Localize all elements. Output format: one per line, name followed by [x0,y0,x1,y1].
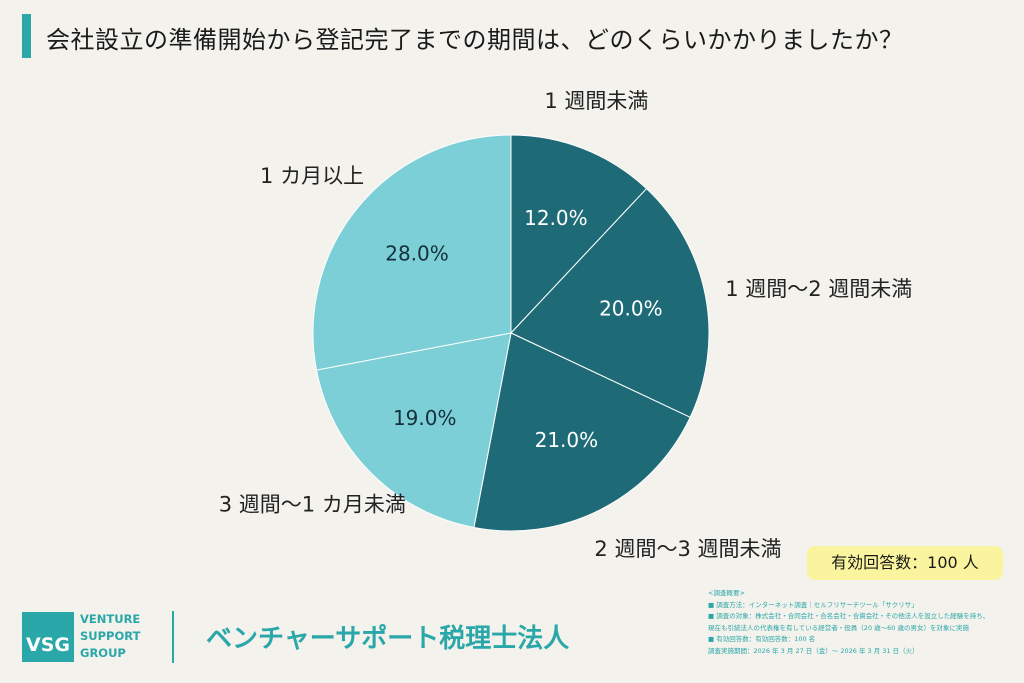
slice-category-label-over-1-month: 1 カ月以上 [260,164,364,188]
slice-value-label-under-1-week: 12.0% [524,206,588,230]
note-line: 調査実施期間：2026 年 3 月 27 日（金）〜 2026 年 3 月 31… [708,646,919,655]
slice-category-label-2-3-weeks: 2 週間〜3 週間未満 [594,537,781,561]
pie-slice-1-2-weeks [510,187,710,418]
pie-slice-under-1-week [510,134,648,335]
pie-slice-over-1-month [312,134,512,371]
page-title: 会社設立の準備開始から登記完了までの期間は、どのくらいかかりましたか？ [46,26,904,54]
title-accent-bar [22,14,31,58]
note-line: ■ 調査の対象：株式会社・合同会社・合名会社・合資会社・その他法人を設立した経験… [708,612,990,620]
company-name: ベンチャーサポート税理士法人 [206,624,570,654]
slice-category-label-3-weeks-1-month: 3 週間〜1 カ月未満 [219,493,406,517]
slice-value-label-2-3-weeks: 21.0% [535,428,599,452]
note-line: 現在も引続法人の代表権を有している経営者・役員（20 歳〜60 歳の男女）を対象… [708,623,969,632]
slice-category-label-under-1-week: 1 週間未満 [544,89,648,113]
logo-line-3: GROUP [80,646,126,660]
note-line: ■ 有効回答数：有効回答数：100 名 [708,635,816,643]
note-line: ■ 調査方法：インターネット調査｜セルフリサーチツール「サクリサ」 [708,600,918,609]
pie-slice-2-3-weeks [473,332,691,532]
vsg-logo-text: VENTURE SUPPORT GROUP [80,611,160,662]
vsg-logo-mark: VSG [22,612,74,662]
slice-category-label-1-2-weeks: 1 週間〜2 週間未満 [725,277,912,301]
footer-divider [172,611,174,663]
slice-value-label-over-1-month: 28.0% [385,242,449,266]
slice-value-label-1-2-weeks: 20.0% [599,297,663,321]
pie-slice-3-weeks-1-month [315,332,512,529]
logo-line-1: VENTURE [80,612,141,626]
slice-value-label-3-weeks-1-month: 19.0% [393,406,457,430]
survey-notes: <調査概要> ■ 調査方法：インターネット調査｜セルフリサーチツール「サクリサ」… [708,588,1014,657]
respondents-badge: 有効回答数：100 人 [807,546,1003,580]
logo-line-2: SUPPORT [80,629,141,643]
note-line: <調査概要> [708,589,745,597]
